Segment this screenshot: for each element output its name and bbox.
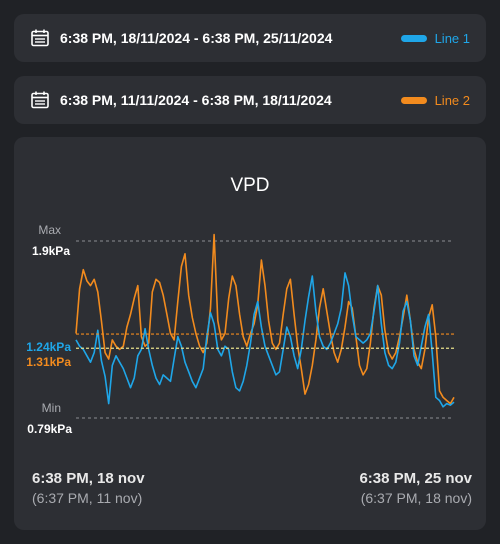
chart-title: VPD: [230, 175, 270, 196]
date-range-text: 6:38 PM, 18/11/2024 - 6:38 PM, 25/11/202…: [60, 30, 333, 46]
legend-swatch: [400, 34, 427, 42]
footer-end: 6:38 PM, 25 nov (6:37 PM, 18 nov): [359, 470, 472, 506]
min-label: Min: [41, 401, 61, 415]
calendar-icon: [31, 29, 49, 47]
footer-start-main: 6:38 PM, 18 nov: [32, 470, 145, 487]
footer-start-sub: (6:37 PM, 11 nov): [32, 490, 143, 506]
avg-value-line-1: 1.24kPa: [26, 340, 71, 354]
date-range-text: 6:38 PM, 11/11/2024 - 6:38 PM, 18/11/202…: [60, 92, 332, 108]
legend-label: Line 1: [434, 30, 470, 46]
calendar-icon: [31, 91, 49, 109]
footer-end-main: 6:38 PM, 25 nov: [359, 470, 472, 487]
footer-start: 6:38 PM, 18 nov (6:37 PM, 11 nov): [32, 470, 145, 506]
range-card-line-1[interactable]: 6:38 PM, 18/11/2024 - 6:38 PM, 25/11/202…: [14, 14, 486, 62]
range-card-line-2[interactable]: 6:38 PM, 11/11/2024 - 6:38 PM, 18/11/202…: [14, 76, 486, 124]
max-value: 1.9kPa: [31, 244, 70, 258]
footer-end-sub: (6:37 PM, 18 nov): [360, 490, 472, 506]
legend-label: Line 2: [434, 92, 470, 108]
max-label: Max: [38, 223, 61, 237]
avg-value-line-2: 1.31kPa: [26, 355, 71, 369]
chart-plot: [75, 233, 455, 419]
series-line-1: [75, 272, 455, 408]
legend-line-1: Line 1: [400, 30, 470, 46]
legend-swatch: [400, 96, 427, 104]
series-line-2: [75, 233, 455, 405]
min-value: 0.79kPa: [27, 422, 72, 436]
vpd-chart-card: VPD Max 1.9kPa 1.24kPa 1.31kPa Min 0.79k…: [14, 137, 486, 530]
legend-line-2: Line 2: [400, 92, 470, 108]
